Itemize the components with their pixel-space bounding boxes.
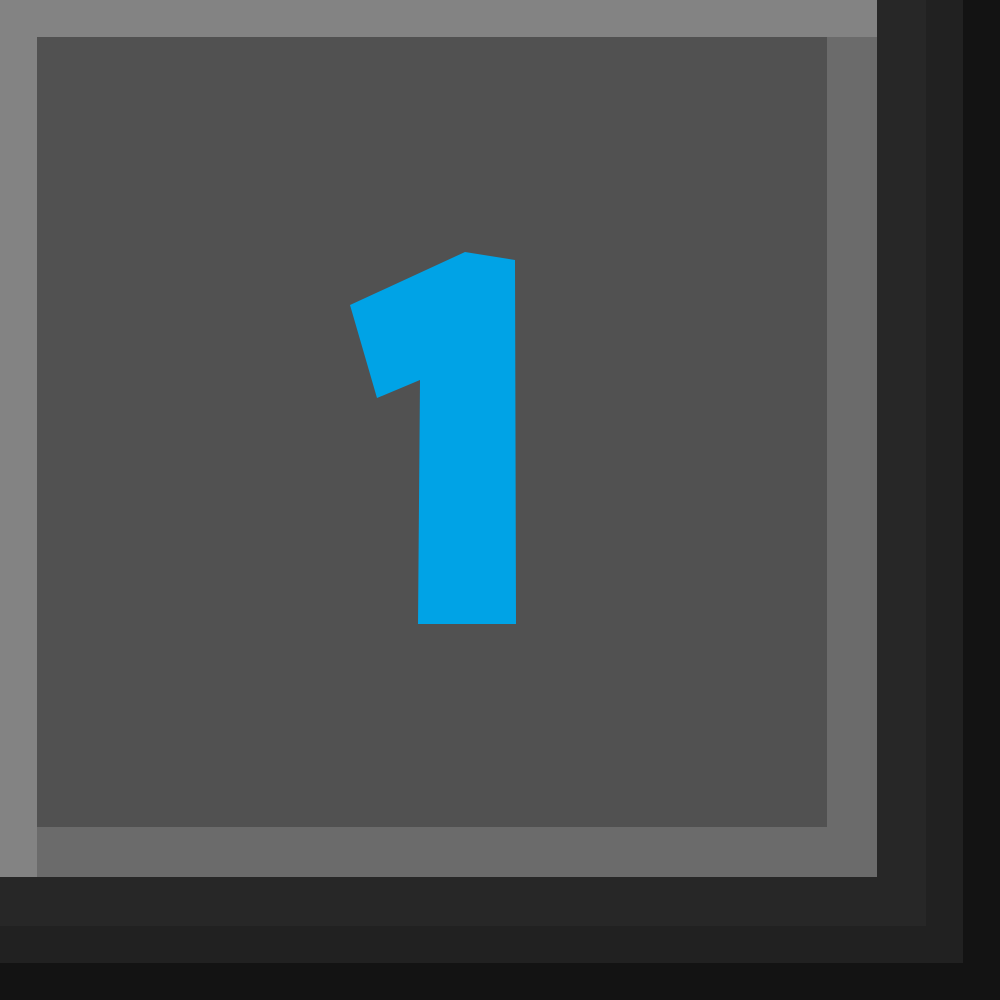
number-glyph: [350, 252, 516, 624]
cell-left-bevel: [0, 0, 37, 877]
cell-top-bevel: [0, 0, 877, 37]
cell-number-one: 1: [300, 230, 580, 650]
